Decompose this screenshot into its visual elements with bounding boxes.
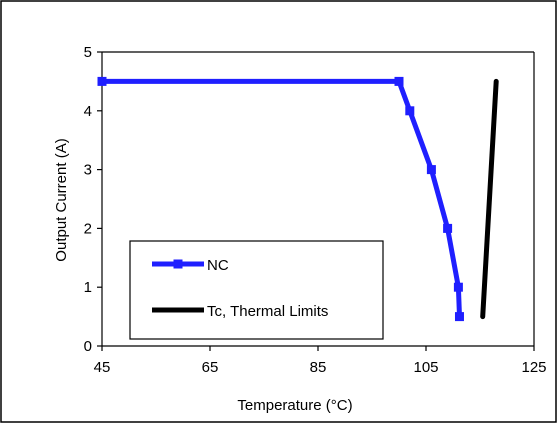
legend-label-nc: NC: [207, 257, 229, 274]
legend-label-thermal-limits: Tc, Thermal Limits: [207, 303, 328, 320]
data-point-nc: [454, 312, 464, 322]
data-point-nc: [394, 76, 404, 86]
y-axis-title: Output Current (A): [53, 138, 70, 261]
x-axis-title: Temperature (°C): [237, 397, 352, 414]
y-tick-label: 1: [84, 279, 92, 296]
data-point-nc: [97, 76, 107, 86]
x-tick-label: 85: [310, 359, 327, 376]
y-tick-label: 4: [84, 103, 92, 120]
y-tick-label: 3: [84, 162, 92, 179]
tick-marks: [97, 51, 535, 351]
y-tick-label: 0: [84, 338, 92, 355]
data-point-nc: [453, 282, 463, 292]
legend: NC Tc, Thermal Limits: [129, 240, 384, 340]
series-layer: [97, 76, 499, 322]
data-point-nc: [405, 106, 415, 116]
data-point-nc: [426, 165, 436, 175]
x-tick-label: 65: [202, 359, 219, 376]
legend-marker-nc: [173, 259, 183, 269]
axes: [101, 51, 535, 347]
x-tick-label: 125: [521, 359, 546, 376]
data-point-nc: [443, 223, 453, 233]
y-tick-label: 2: [84, 220, 92, 237]
series-line-thermal-limits: [480, 78, 499, 320]
legend-box: [129, 240, 384, 340]
y-tick-label: 5: [84, 44, 92, 61]
x-tick-label: 105: [413, 359, 438, 376]
x-tick-label: 45: [94, 359, 111, 376]
